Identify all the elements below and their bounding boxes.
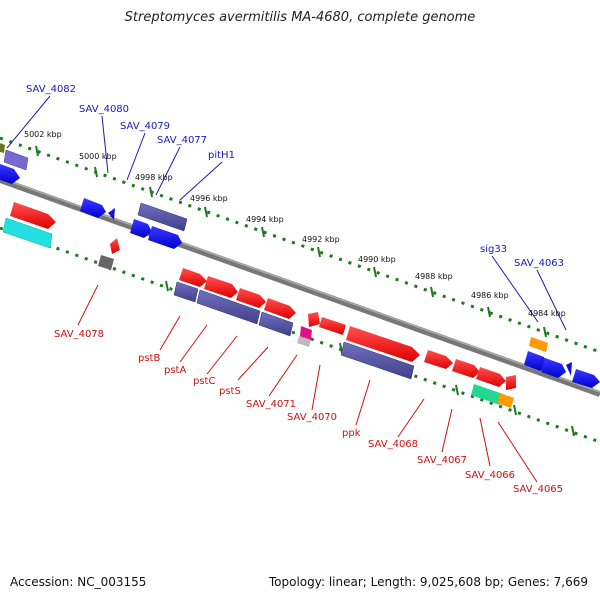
gene-orange-top[interactable] [529, 337, 548, 352]
bottom-label-10: SAV_4066 [465, 470, 515, 481]
gene-psta-pstc[interactable] [196, 289, 261, 325]
gene-red-2[interactable] [204, 276, 238, 298]
gene-sav4078-red[interactable] [110, 238, 120, 254]
bottom-label-1: pstB [138, 353, 160, 364]
gene-sav4067[interactable] [452, 359, 480, 378]
kbp-label-5: 4992 kbp [302, 235, 340, 244]
gene-sav4077-a[interactable] [137, 202, 188, 232]
bottom-label-5: SAV_4071 [246, 399, 296, 410]
gene-grey-small[interactable] [297, 336, 311, 347]
top-label-2: SAV_4079 [120, 121, 170, 132]
gene-red-left[interactable] [10, 202, 56, 229]
gene-pink[interactable] [300, 326, 312, 340]
gene-edge-olive[interactable] [0, 143, 5, 153]
bottom-label-0: SAV_4078 [54, 329, 104, 340]
top-label-3: SAV_4077 [157, 135, 207, 146]
bottom-label-9: SAV_4067 [417, 455, 467, 466]
gene-sav4080-small[interactable] [108, 208, 115, 220]
kbp-label-1: 5000 kbp [79, 152, 117, 161]
gene-sav4065-red[interactable] [506, 375, 516, 390]
upper-leader-lines [6, 95, 567, 331]
gene-sav4068[interactable] [424, 350, 453, 369]
gene-sav4078-grey[interactable] [98, 255, 114, 270]
gene-ppk-red[interactable] [346, 326, 420, 362]
gene-sav4082[interactable] [3, 149, 29, 171]
gene-red-1[interactable] [179, 268, 207, 287]
kbp-label-9: 4984 kbp [528, 309, 566, 318]
gene-sav4070[interactable] [319, 317, 346, 335]
kbp-labels: 5002 kbp 5000 kbp 4998 kbp 4996 kbp 4994 kbp… [24, 130, 566, 318]
bottom-label-4: pstS [219, 386, 241, 397]
bottom-label-7: ppk [342, 428, 361, 439]
upper-genes [0, 143, 600, 388]
top-label-5: sig33 [480, 244, 507, 255]
kbp-label-6: 4990 kbp [358, 255, 396, 264]
kbp-label-3: 4996 kbp [190, 194, 228, 203]
gene-small-blue[interactable] [566, 362, 572, 376]
kbp-label-2: 4998 kbp [135, 173, 173, 182]
top-label-1: SAV_4080 [79, 104, 129, 115]
bottom-label-8: SAV_4068 [368, 439, 418, 450]
kbp-label-0: 5002 kbp [24, 130, 62, 139]
bottom-label-11: SAV_4065 [513, 484, 563, 495]
gene-sav4071[interactable] [308, 312, 320, 327]
upper-scale-dots [0, 136, 600, 354]
gene-sav4066[interactable] [471, 384, 503, 405]
lower-leader-lines [77, 284, 538, 483]
lower-genes [2, 202, 516, 408]
gene-left-edge[interactable] [0, 164, 20, 184]
kbp-label-4: 4994 kbp [246, 215, 284, 224]
gene-sav4063[interactable] [572, 369, 600, 388]
gene-pstb[interactable] [173, 281, 199, 303]
top-label-6: SAV_4063 [514, 258, 564, 269]
top-label-4: pitH1 [208, 150, 235, 161]
accession-text: Accession: NC_003155 [10, 575, 147, 589]
gene-cyan[interactable] [2, 217, 53, 249]
bottom-label-2: pstA [164, 365, 186, 376]
gene-red-4[interactable] [264, 298, 296, 319]
gene-sig33[interactable] [524, 351, 548, 371]
gene-red-3[interactable] [236, 288, 266, 308]
genome-summary: Topology: linear; Length: 9,025,608 bp; … [268, 575, 588, 589]
bottom-label-6: SAV_4070 [287, 412, 337, 423]
gene-psts[interactable] [258, 311, 294, 337]
bottom-gene-labels: SAV_4078 pstB pstA pstC pstS SAV_4071 SAV_4070… [54, 329, 563, 495]
map-title: Streptomyces avermitilis MA-4680, comple… [124, 10, 476, 25]
bottom-label-3: pstC [193, 376, 215, 387]
lower-scale-dots [0, 226, 600, 444]
kbp-label-7: 4988 kbp [415, 272, 453, 281]
gene-sav4079[interactable] [130, 219, 152, 238]
top-label-0: SAV_4082 [26, 84, 76, 95]
gene-sav4064[interactable] [541, 358, 566, 378]
kbp-label-8: 4986 kbp [471, 291, 509, 300]
gene-ppk[interactable] [340, 341, 415, 380]
gene-sav4066-red[interactable] [476, 367, 506, 387]
gene-sav4065[interactable] [497, 393, 514, 408]
gene-pith1[interactable] [148, 226, 182, 249]
gene-sav4080[interactable] [80, 198, 106, 218]
